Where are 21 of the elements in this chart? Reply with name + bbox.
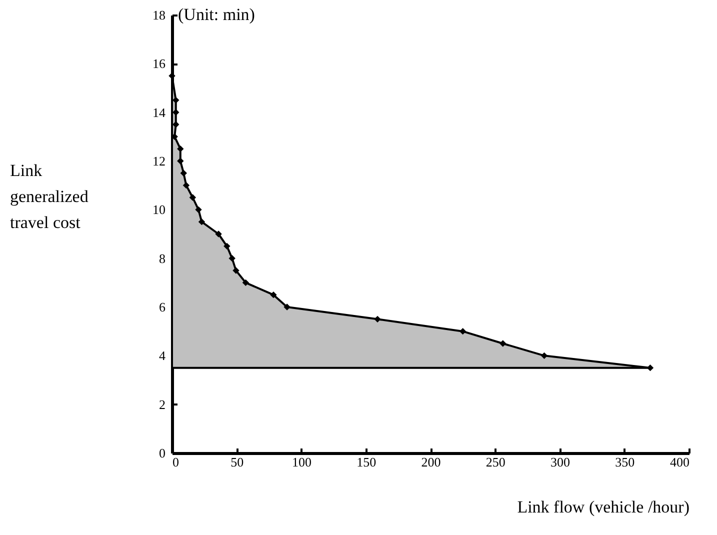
x-tick-label: 0 (172, 454, 179, 470)
y-tick-label: 4 (159, 348, 166, 364)
y-tick-label: 14 (152, 104, 166, 120)
y-axis-title: Link generalized travel cost (10, 160, 90, 234)
y-tick-label: 12 (152, 154, 166, 168)
x-tick-label: 350 (615, 454, 635, 470)
x-tick-label: 200 (421, 454, 441, 470)
y-tick-label: 6 (159, 300, 166, 314)
x-axis-title: Link flow (vehicle /hour) (517, 498, 690, 516)
y-tick-label: 18 (152, 8, 166, 22)
y-tick-label: 16 (152, 56, 166, 72)
x-tick-label: 400 (670, 454, 690, 470)
x-tick-label: 250 (486, 454, 506, 470)
y-tick-label: 2 (159, 396, 166, 412)
y-tick-label: 10 (152, 202, 166, 218)
x-tick-label: 100 (292, 454, 312, 470)
annotation: (Unit: min) (178, 5, 255, 24)
x-tick-label: 300 (550, 454, 570, 470)
x-tick-label: 50 (230, 454, 244, 470)
x-tick-label: 150 (356, 454, 376, 470)
y-tick-label: 8 (159, 250, 166, 266)
